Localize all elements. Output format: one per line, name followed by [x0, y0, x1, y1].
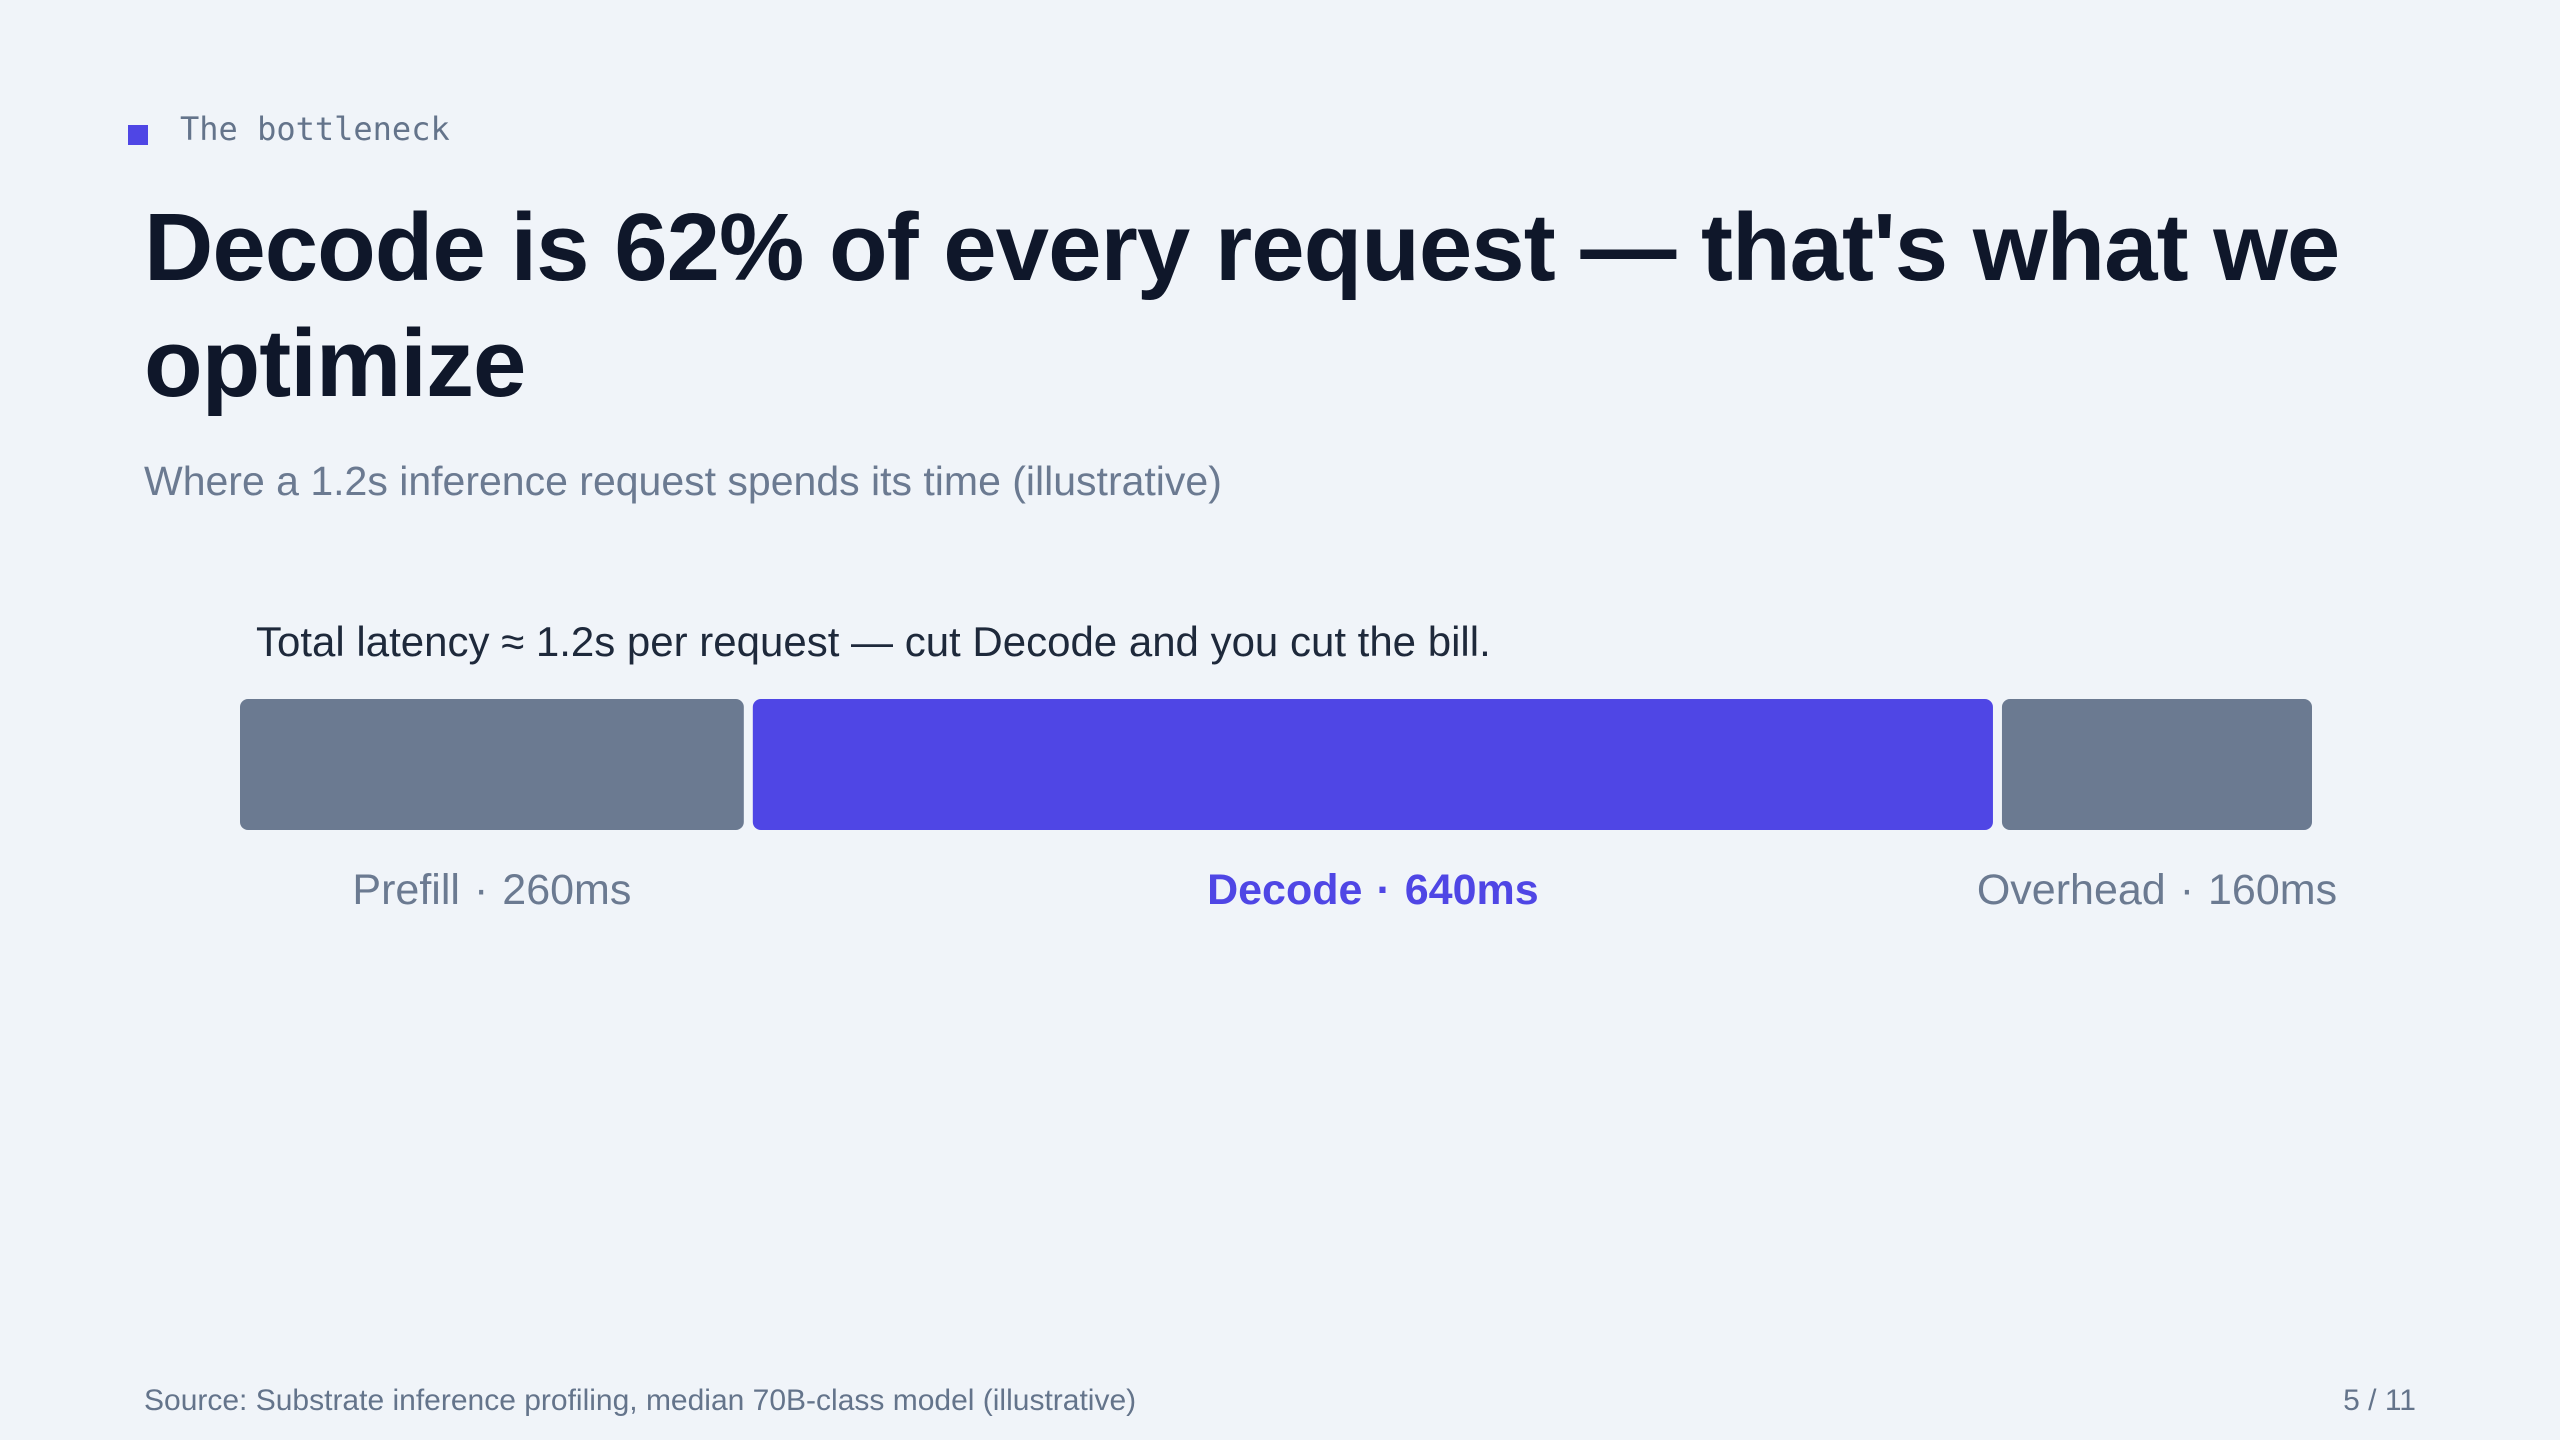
chart-title: Decode is 62% of every request — that's …	[144, 194, 2340, 417]
separator: ·	[2180, 866, 2194, 914]
value-label: 260ms	[502, 866, 631, 914]
segment-label: Overhead · 160ms	[1977, 866, 2337, 914]
eyebrow-marker	[128, 125, 148, 145]
separator: ·	[474, 866, 488, 914]
source: Source: Substrate inference profiling, m…	[144, 1384, 1137, 1417]
separator: ·	[1376, 866, 1390, 914]
value-label: 640ms	[1405, 866, 1539, 914]
bar-segment	[240, 699, 744, 830]
annotation: Total latency ≈ 1.2s per request — cut D…	[256, 618, 1491, 665]
eyebrow: The bottleneck	[180, 110, 450, 148]
page-number: 5 / 11	[2343, 1384, 2416, 1417]
segment-name: Overhead	[1977, 866, 2166, 914]
bar-segment	[752, 699, 1993, 830]
segment-label: Prefill · 260ms	[352, 866, 631, 914]
segment-name: Prefill	[352, 866, 460, 914]
chart-subtitle: Where a 1.2s inference request spends it…	[144, 458, 1222, 504]
bar-segment	[2001, 699, 2312, 830]
value-label: 160ms	[2208, 866, 2337, 914]
segment-name: Decode	[1207, 866, 1362, 914]
segment-label: Decode · 640ms	[1207, 866, 1539, 914]
